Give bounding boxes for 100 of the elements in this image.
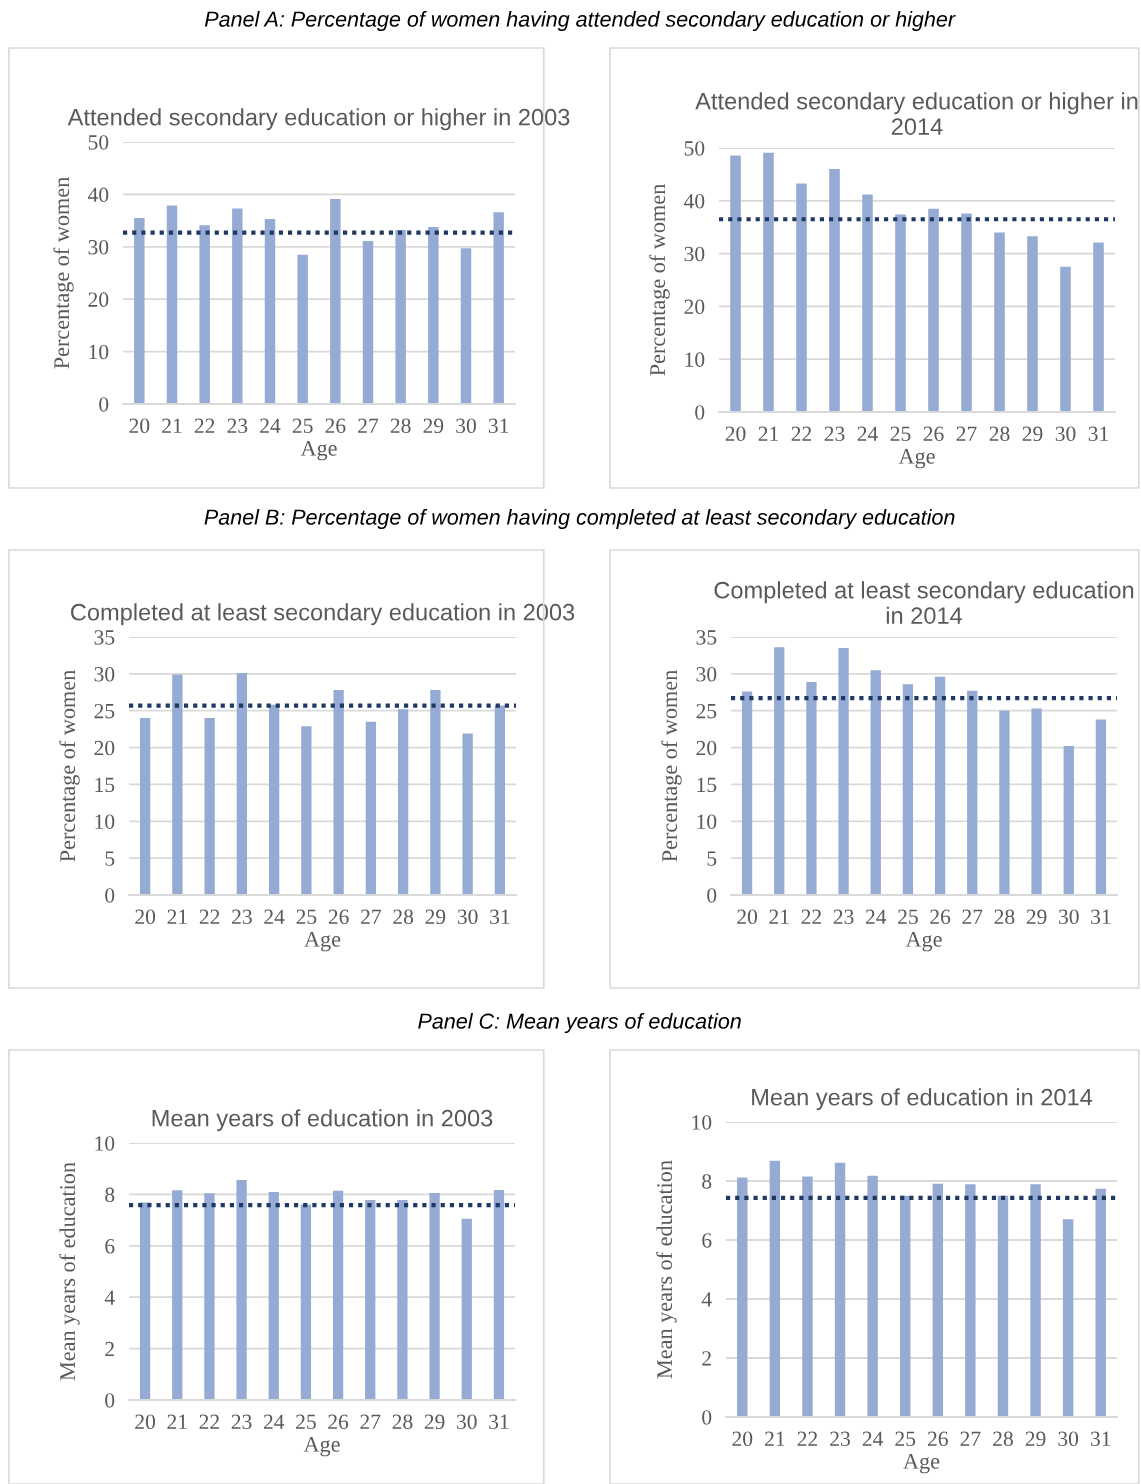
y-tick-label: 10 (89, 344, 109, 360)
y-axis-title: Percentage of women (53, 177, 74, 369)
y-tick-label: 4 (104, 1290, 115, 1305)
x-tick-label: 31 (490, 909, 510, 925)
y-tick-label: 5 (105, 851, 115, 866)
y-tick-label: 15 (697, 777, 717, 793)
bar (395, 230, 406, 404)
y-tick-label: 10 (95, 814, 115, 829)
y-tick-label: 30 (88, 239, 109, 255)
bar (932, 1183, 943, 1417)
bar (1030, 1184, 1041, 1417)
bar (236, 673, 248, 895)
bar (1093, 242, 1104, 412)
x-tick-label: 26 (930, 909, 951, 925)
bar (365, 1200, 376, 1400)
y-tick-label: 30 (94, 667, 115, 682)
bar (737, 1177, 748, 1417)
bar (365, 721, 377, 895)
x-tick-label: 31 (489, 1414, 509, 1430)
x-tick-label: 25 (292, 418, 313, 434)
bar (397, 1200, 408, 1400)
x-tick-label: 23 (824, 426, 845, 442)
bar (796, 183, 807, 412)
y-tick-label: 40 (684, 193, 705, 209)
y-tick-label: 0 (99, 397, 109, 412)
bar (1095, 719, 1107, 895)
y-tick-label: 0 (707, 888, 717, 903)
x-tick-label: 20 (135, 909, 156, 925)
y-tick-label: 50 (88, 135, 109, 150)
x-tick-label: 22 (199, 1414, 219, 1429)
bar (172, 1190, 183, 1400)
bar (139, 718, 151, 895)
bar (462, 733, 473, 895)
x-tick-label: 22 (797, 1431, 818, 1446)
x-tick-label: 23 (833, 909, 854, 925)
y-tick-label: 6 (105, 1239, 115, 1254)
x-tick-label: 31 (488, 418, 509, 434)
bar (763, 152, 774, 412)
y-tick-label: 2 (702, 1351, 711, 1366)
x-tick-label: 24 (264, 909, 285, 924)
y-tick-label: 0 (702, 1410, 712, 1425)
bar (934, 676, 946, 895)
bar (333, 690, 344, 895)
bar (834, 1162, 846, 1417)
text: Panel C: Mean years of education (418, 1012, 741, 1034)
x-tick-label: 24 (260, 418, 281, 433)
bar (461, 1218, 472, 1400)
chart-title: Mean years of education in 2003 (152, 1109, 493, 1132)
chart-title: Mean years of education in 2014 (752, 1088, 1093, 1111)
bar (268, 704, 280, 895)
y-tick-label: 25 (696, 703, 717, 719)
bar (494, 705, 506, 895)
bar (867, 1175, 878, 1417)
y-tick-label: 20 (88, 292, 109, 307)
x-axis-title: Age (304, 931, 341, 952)
y-tick-label: 0 (695, 405, 705, 420)
bar (430, 690, 441, 895)
bar (460, 248, 472, 404)
bar (862, 194, 873, 412)
x-tick-label: 25 (898, 909, 918, 925)
bar (332, 1190, 344, 1400)
y-tick-label: 0 (105, 888, 115, 903)
x-tick-label: 24 (263, 1414, 285, 1429)
x-tick-label: 28 (994, 909, 1015, 925)
bar (1062, 1219, 1074, 1417)
bar (741, 691, 753, 895)
y-axis-title: Percentage of women (649, 184, 670, 376)
x-tick-label: 27 (956, 426, 977, 441)
x-tick-label: 21 (167, 1414, 187, 1429)
x-tick-label: 31 (1091, 909, 1111, 925)
bar (330, 199, 341, 404)
bar (967, 690, 978, 895)
y-tick-label: 10 (685, 352, 705, 367)
bar (232, 208, 243, 404)
x-tick-label: 26 (927, 1431, 948, 1447)
bar (199, 225, 210, 404)
bar (994, 232, 1005, 412)
bar (204, 1193, 215, 1400)
x-tick-label: 21 (769, 909, 789, 924)
bar (1031, 708, 1042, 895)
x-axis-title: Age (303, 1436, 340, 1457)
y-tick-label: 30 (696, 667, 717, 682)
y-axis-title: Mean years of education (59, 1162, 80, 1381)
x-tick-label: 25 (296, 1414, 316, 1430)
bar (895, 214, 906, 412)
x-tick-label: 30 (1058, 1431, 1079, 1447)
bar (264, 219, 276, 404)
bar (999, 710, 1010, 895)
bar (769, 1160, 781, 1417)
x-tick-label: 23 (231, 1414, 252, 1430)
y-tick-label: 10 (697, 814, 717, 829)
x-tick-label: 27 (960, 1431, 981, 1446)
x-tick-label: 21 (167, 909, 187, 924)
bar (928, 208, 939, 412)
x-tick-label: 28 (989, 426, 1010, 442)
x-tick-label: 28 (993, 1431, 1013, 1447)
bar (774, 647, 785, 895)
x-tick-label: 26 (328, 909, 349, 925)
x-tick-label: 20 (135, 1414, 156, 1430)
y-tick-label: 20 (684, 299, 705, 315)
